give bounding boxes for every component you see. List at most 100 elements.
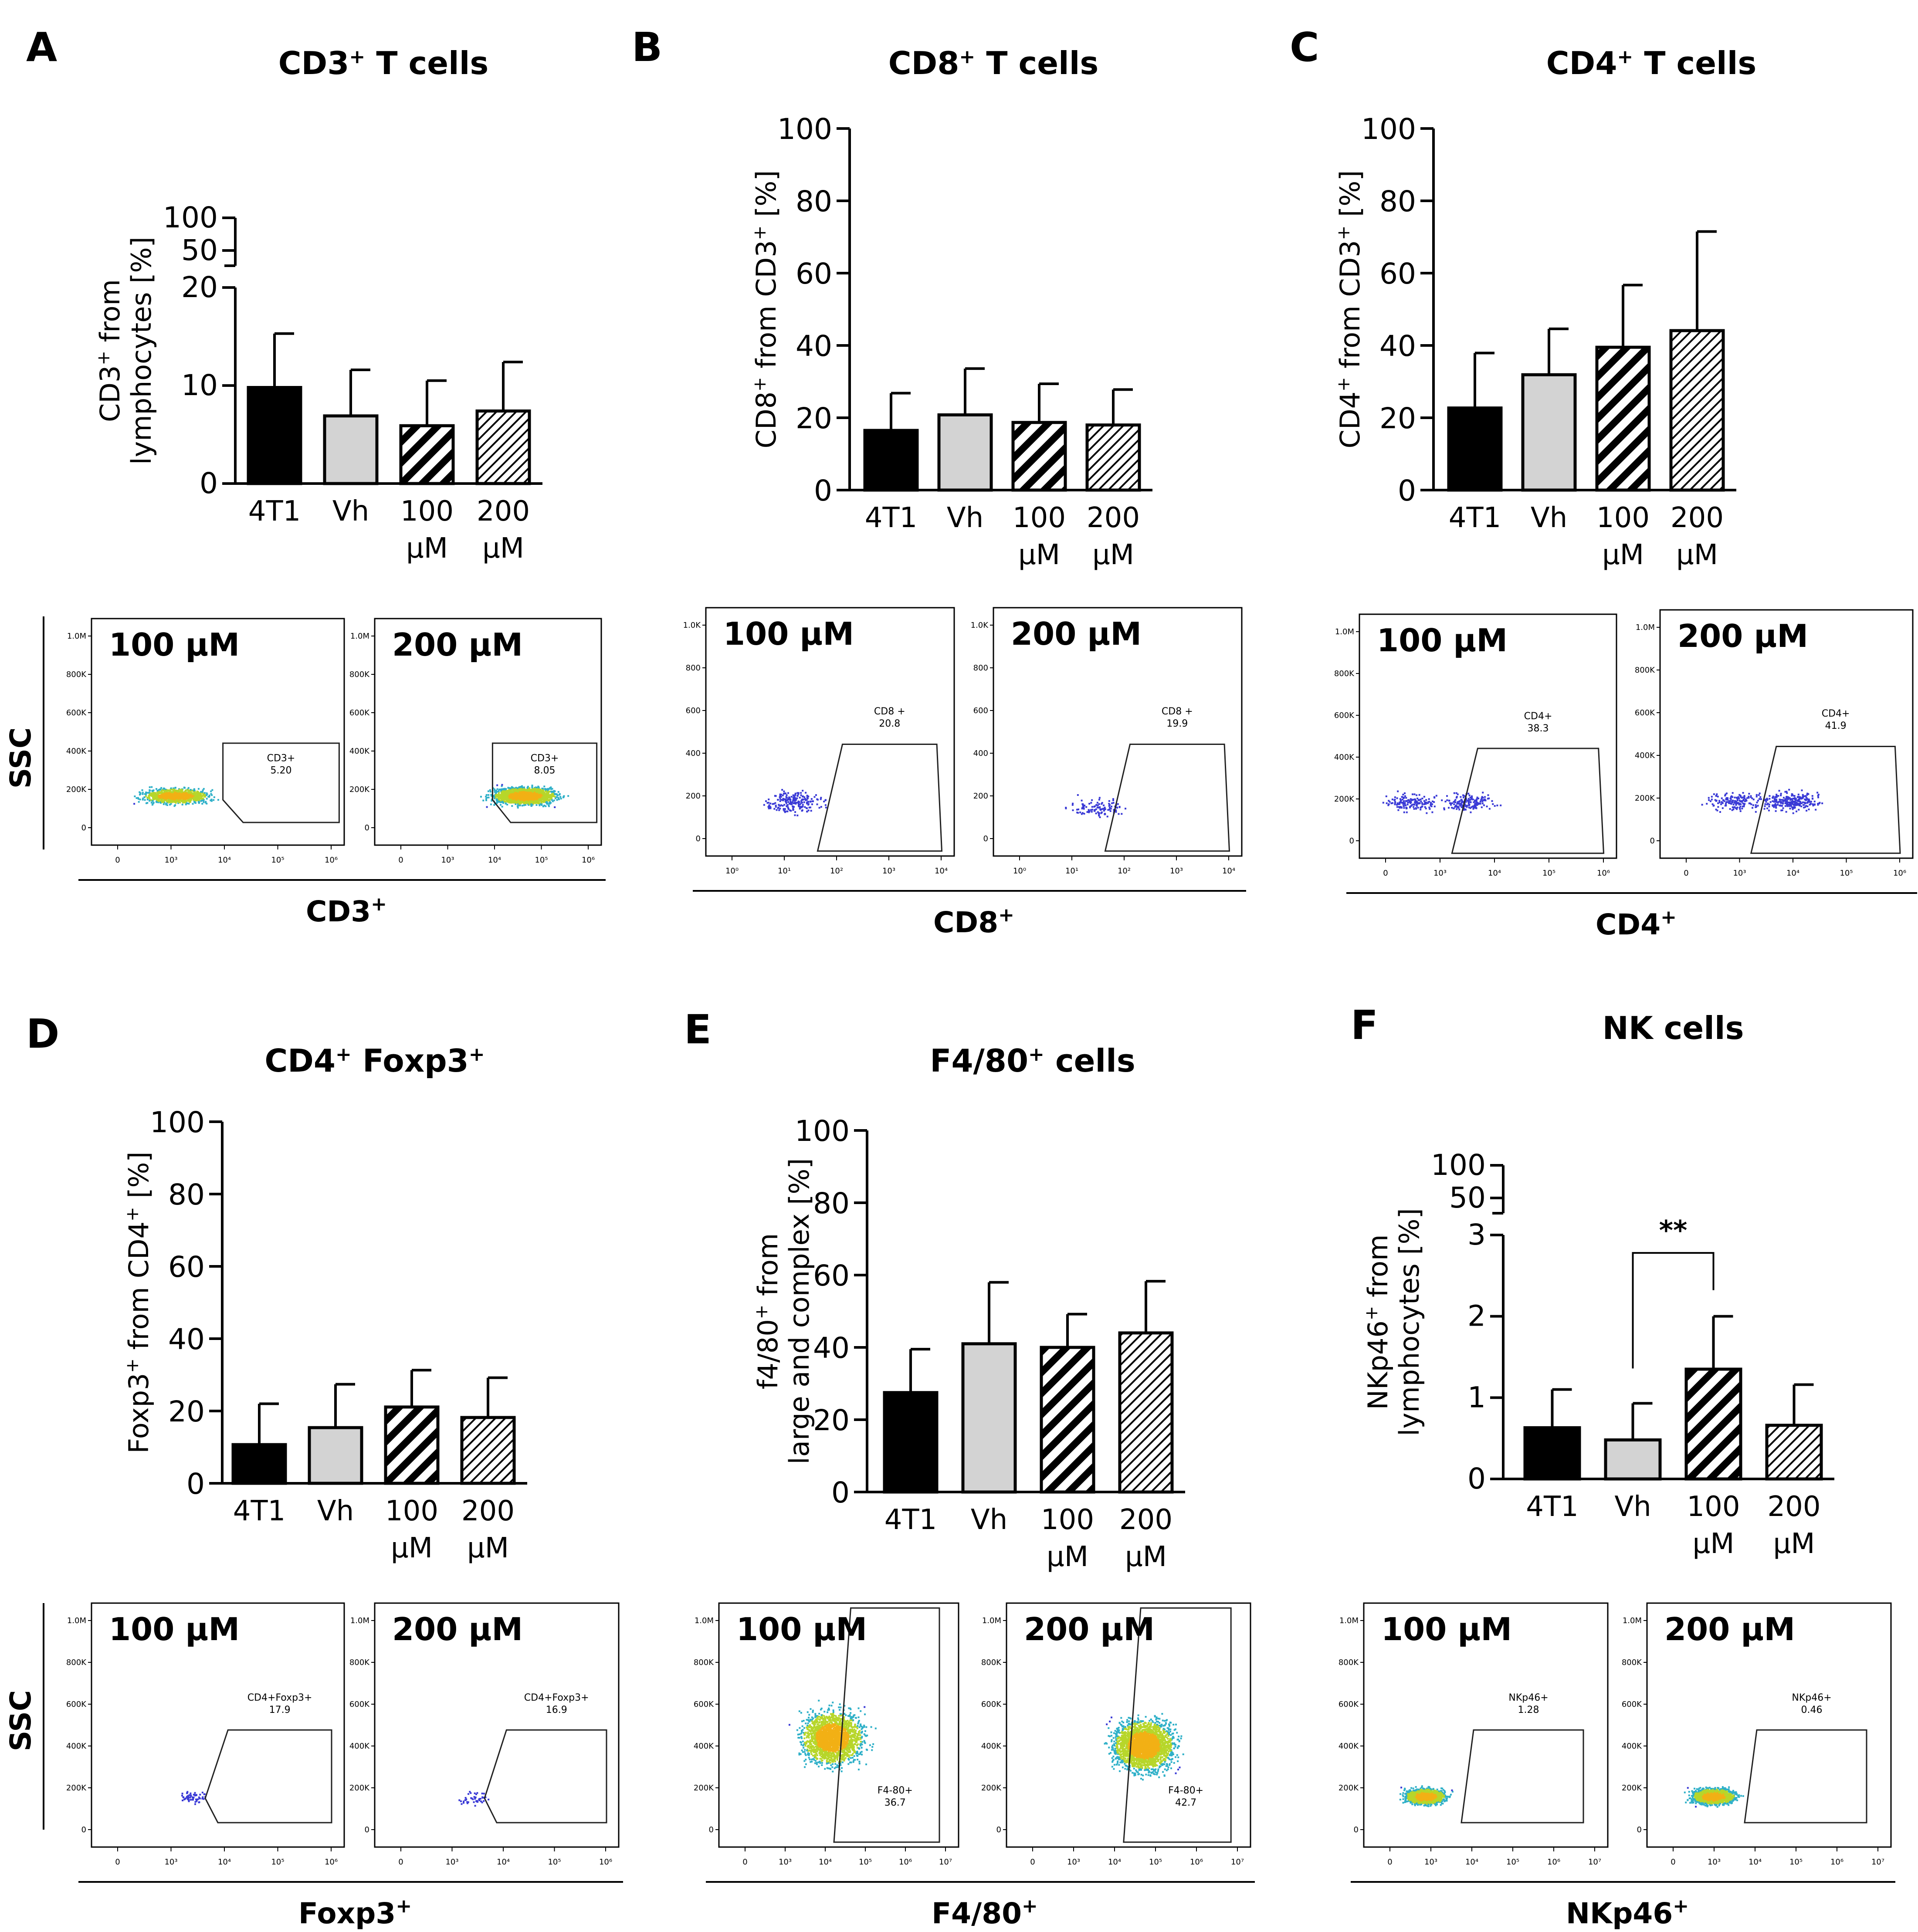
facs-event [1758,794,1760,796]
facs-event [526,800,529,802]
facs-event [1720,803,1722,805]
facs-event [519,804,521,806]
facs-event [1766,798,1768,800]
facs-event [164,793,166,795]
y-tick-label: 0 [1398,474,1416,508]
facs-y-tick-label: 600K [349,708,370,717]
facs-event [521,801,523,803]
facs-event [151,786,153,788]
facs-gate-value: 5.20 [271,765,292,776]
facs-event [1817,796,1820,799]
facs-event [188,790,190,792]
facs-event [201,1797,203,1800]
facs-event [1743,795,1745,797]
facs-event [166,790,168,792]
facs-event [141,789,143,791]
facs-event [524,794,526,796]
facs-event [537,793,539,795]
facs-event [528,792,530,794]
facs-event [174,795,176,798]
facs-event [518,803,521,805]
facs-x-tick-label: 10⁵ [548,1858,561,1867]
facs-event [1793,801,1795,803]
facs-event [1454,800,1456,802]
facs-x-tick-label: 10³ [1733,869,1746,878]
facs-event [1397,790,1399,792]
facs-event [1471,798,1473,800]
facs-event [1091,799,1093,801]
facs-event [1396,804,1398,806]
facs-event [535,800,538,802]
facs-event [1396,797,1398,799]
facs-event [513,796,515,798]
facs-y-tick-label: 600K [1334,711,1355,720]
facs-event [502,799,504,802]
facs-event [544,788,546,790]
facs-event [1717,802,1719,804]
facs-event [559,794,561,796]
facs-event [1801,789,1803,792]
facs-event [1391,802,1393,804]
facs-event [199,795,201,797]
facs-event [1461,801,1463,803]
facs-event [1721,802,1724,804]
facs-event [183,800,185,802]
facs-event [191,796,193,799]
facs-event [786,797,788,799]
y-tick-label: 10 [181,369,218,402]
facs-event [483,1800,485,1802]
facs-event [803,801,805,803]
facs-event [145,793,147,795]
facs-event [202,794,204,796]
facs-event [160,799,163,801]
facs-event [1815,809,1817,811]
facs-event [532,791,534,793]
panel-title: CD4+ T cells [1546,45,1757,81]
facs-event [1469,801,1471,803]
facs-event [187,1798,189,1800]
facs-event [499,804,502,806]
facs-event [497,795,499,797]
facs-event [193,1797,195,1799]
facs-event [159,798,162,800]
facs-event [1413,803,1416,805]
facs-event [510,800,512,802]
facs-event [1491,800,1493,802]
facs-event [823,800,825,802]
y-axis-label-line: CD3+ from [94,279,126,422]
y-axis-label: CD4+ from CD3+ [%] [1334,170,1366,449]
facs-event [156,801,158,803]
facs-event [169,801,171,803]
facs-event [1410,798,1412,800]
facs-event [1790,803,1793,805]
facs-event [493,804,495,806]
facs-event [548,805,550,807]
facs-event [818,807,820,809]
bar-100 [1011,421,1067,492]
facs-event [790,799,792,801]
facs-event [1425,799,1427,801]
facs-event [1735,802,1738,804]
facs-event [1813,800,1816,802]
facs-gate [491,742,598,823]
facs-event [1420,809,1422,811]
facs-event [1816,792,1819,794]
facs-event [522,786,524,788]
facs-event [1764,803,1766,805]
facs-event [1477,802,1480,805]
facs-event [526,793,529,795]
facs-event [190,799,192,802]
facs-event [180,791,183,793]
facs-event [796,802,798,804]
y-axis-label-line: CD4+ from CD3+ [%] [1334,170,1366,449]
facs-event [1401,802,1403,804]
facs-event [519,799,521,801]
facs-event [160,795,163,797]
facs-event [138,801,140,803]
facs-x-tick-label: 10³ [779,1858,792,1867]
facs-event [139,794,141,796]
facs-event [1775,801,1777,803]
facs-event [1457,807,1460,809]
facs-y-tick-label: 1.0M [1335,627,1354,636]
facs-event [1789,805,1791,807]
